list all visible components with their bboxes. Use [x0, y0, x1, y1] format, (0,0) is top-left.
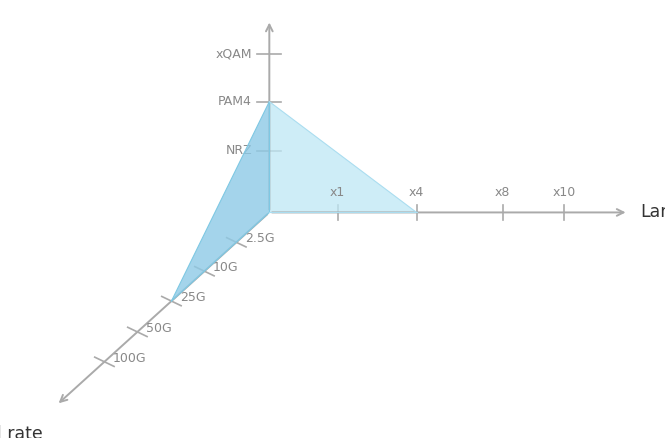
- Text: 2.5G: 2.5G: [245, 232, 275, 245]
- Text: Modulation: Modulation: [221, 0, 318, 4]
- Text: Baud rate: Baud rate: [0, 425, 43, 438]
- Text: 50G: 50G: [146, 322, 172, 335]
- Text: NRZ: NRZ: [225, 144, 252, 157]
- Text: Lane: Lane: [640, 203, 665, 222]
- Text: 10G: 10G: [213, 261, 239, 274]
- Text: xQAM: xQAM: [215, 48, 252, 61]
- Polygon shape: [172, 102, 269, 301]
- Text: 25G: 25G: [180, 291, 205, 304]
- Polygon shape: [269, 102, 416, 212]
- Text: x8: x8: [495, 186, 511, 199]
- Text: x4: x4: [409, 186, 424, 199]
- Text: x10: x10: [552, 186, 575, 199]
- Text: x1: x1: [330, 186, 345, 199]
- Text: PAM4: PAM4: [218, 95, 252, 108]
- Text: 100G: 100G: [113, 352, 147, 365]
